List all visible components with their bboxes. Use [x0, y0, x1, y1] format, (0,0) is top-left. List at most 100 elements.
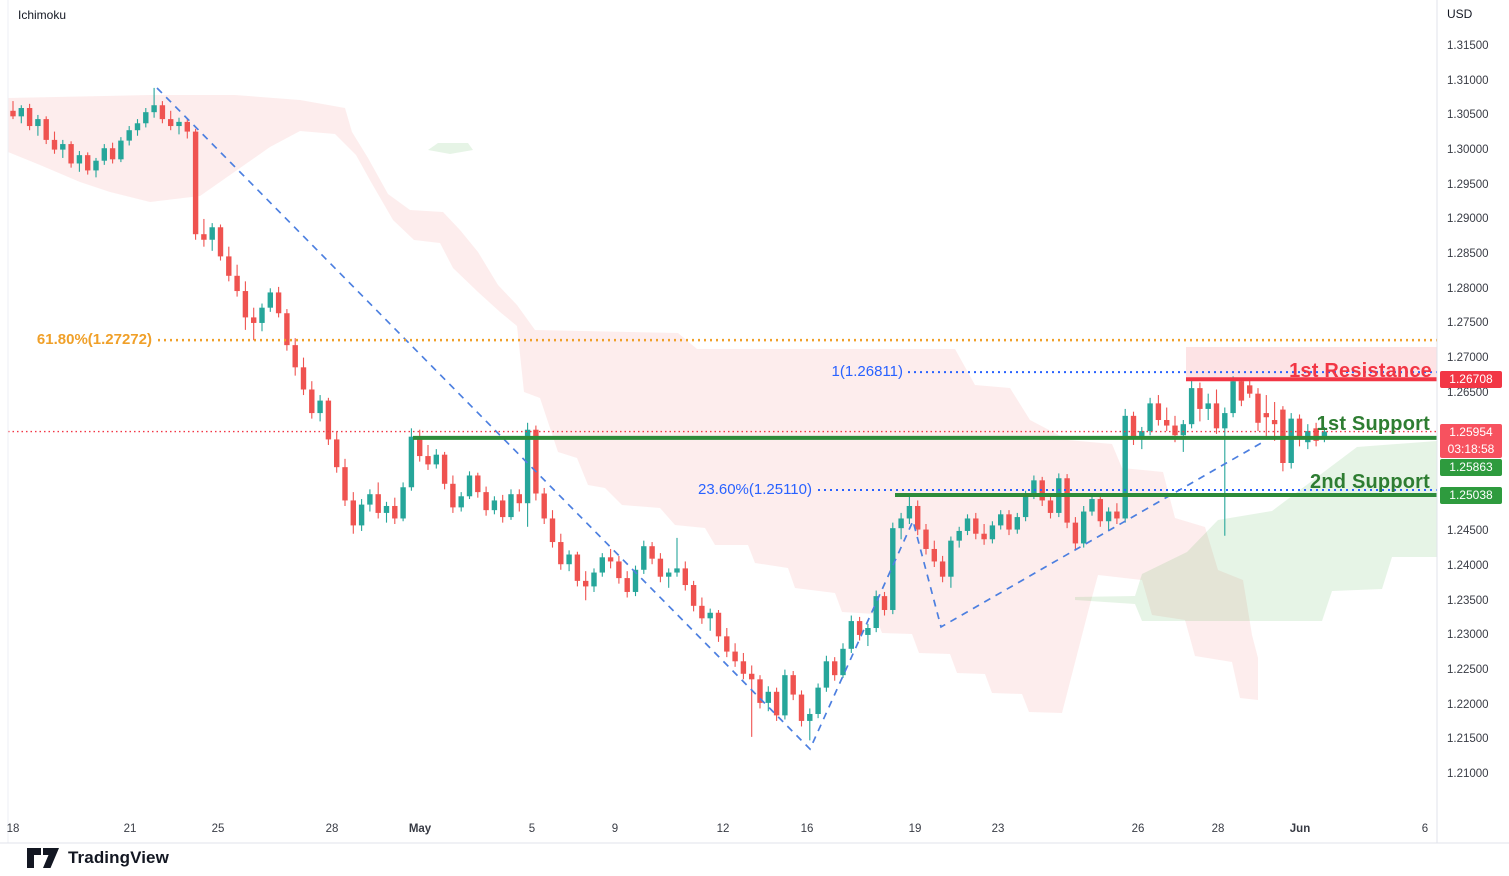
date-tick-label: 28 — [1211, 823, 1225, 835]
fib-618-label[interactable]: 61.80%(1.27272) — [36, 331, 152, 348]
fib-236-label[interactable]: 23.60%(1.25110) — [698, 481, 812, 498]
candle-down — [1247, 385, 1253, 394]
candle-down — [583, 580, 589, 587]
candle-down — [832, 661, 838, 676]
indicator-label[interactable]: Ichimoku — [18, 8, 67, 22]
candle-down — [881, 596, 888, 610]
candle-down — [475, 475, 481, 493]
candle-down — [1172, 425, 1178, 436]
candle-up — [632, 569, 639, 592]
candle-down — [1130, 415, 1137, 440]
date-tick-label: Jun — [1289, 823, 1311, 835]
candle-down — [234, 275, 240, 292]
current-price-value: 1.25954 — [1449, 425, 1493, 439]
support2-label[interactable]: 2nd Support — [1310, 471, 1430, 493]
candle-down — [616, 561, 622, 579]
candle-up — [259, 307, 265, 323]
candle-down — [68, 144, 74, 164]
candle-down — [757, 679, 763, 703]
candle-down — [1197, 388, 1203, 409]
candle-down — [1064, 478, 1070, 523]
date-tick-label: 9 — [611, 823, 619, 835]
candle-down — [51, 139, 58, 150]
candle-down — [85, 155, 91, 171]
date-tick-label: 28 — [325, 823, 339, 835]
candle-down — [192, 131, 199, 235]
candle-up — [93, 160, 99, 171]
candle-up — [408, 436, 415, 488]
price-tick-label: 1.31000 — [1447, 74, 1489, 87]
candle-up — [1122, 415, 1128, 519]
candle-up — [890, 528, 896, 610]
candle-down — [724, 636, 730, 652]
candle-up — [873, 596, 879, 629]
candle-up — [906, 505, 913, 519]
candle-down — [558, 542, 564, 565]
candle-up — [964, 518, 971, 531]
candle-up — [18, 108, 24, 117]
candle-down — [226, 256, 232, 276]
candle-up — [1180, 424, 1186, 436]
candle-down — [541, 493, 547, 519]
candle-down — [26, 108, 33, 127]
candle-up — [118, 140, 124, 160]
candle-up — [524, 429, 531, 504]
candle-down — [43, 119, 49, 140]
candle-up — [1105, 511, 1112, 522]
candle-up — [815, 687, 821, 714]
candle-up — [358, 504, 365, 526]
candle-down — [607, 557, 614, 562]
candle-down — [342, 467, 348, 501]
tradingview-watermark[interactable]: TradingView — [26, 847, 169, 869]
candle-down — [516, 494, 522, 504]
resistance-zone[interactable] — [1186, 347, 1437, 380]
candle-up — [209, 227, 215, 240]
candle-up — [591, 572, 597, 587]
candle-up — [176, 121, 182, 127]
candle-up — [641, 546, 647, 570]
candle-up — [765, 691, 771, 703]
date-tick-label: May — [408, 823, 432, 835]
candle-down — [1006, 514, 1012, 530]
candle-down — [392, 505, 398, 519]
candle-down — [923, 529, 929, 549]
candle-down — [251, 317, 257, 323]
candle-up — [1205, 403, 1211, 409]
candle-down — [740, 661, 747, 674]
candle-down — [159, 105, 166, 120]
candle-up — [1147, 403, 1153, 432]
candle-down — [10, 110, 16, 117]
resistance-label[interactable]: 1st Resistance — [1289, 360, 1432, 382]
candle-down — [798, 694, 805, 721]
price-tick-label: 1.31500 — [1447, 40, 1489, 52]
support1-label[interactable]: 1st Support — [1316, 413, 1430, 435]
candle-down — [109, 148, 116, 160]
currency-label: USD — [1447, 7, 1473, 21]
date-tick-label: 19 — [908, 823, 922, 835]
price-tick-label: 1.24500 — [1447, 525, 1489, 538]
candle-down — [715, 612, 722, 637]
candle-down — [217, 227, 224, 257]
price-tick-label: 1.21500 — [1447, 733, 1489, 746]
candle-up — [989, 525, 996, 540]
candle-up — [666, 572, 672, 577]
candle-down — [1072, 522, 1079, 544]
candle-up — [566, 554, 572, 565]
ichimoku-bullish-cloud — [1075, 441, 1437, 621]
price-tick-label: 1.28000 — [1447, 282, 1489, 295]
candle-up — [1081, 511, 1087, 544]
candle-down — [483, 492, 489, 511]
price-tick-label: 1.30500 — [1447, 109, 1489, 122]
fib-1-label[interactable]: 1(1.26811) — [831, 363, 903, 380]
price-tick-label: 1.30000 — [1447, 143, 1489, 156]
candle-down — [574, 554, 581, 581]
candle-up — [101, 148, 107, 161]
date-tick-label: 18 — [6, 823, 20, 835]
candle-down — [981, 533, 987, 540]
candle-down — [417, 436, 423, 457]
candle-down — [309, 389, 315, 414]
price-tick-label: 1.29500 — [1447, 178, 1489, 191]
price-tick-label: 1.28500 — [1447, 247, 1489, 260]
